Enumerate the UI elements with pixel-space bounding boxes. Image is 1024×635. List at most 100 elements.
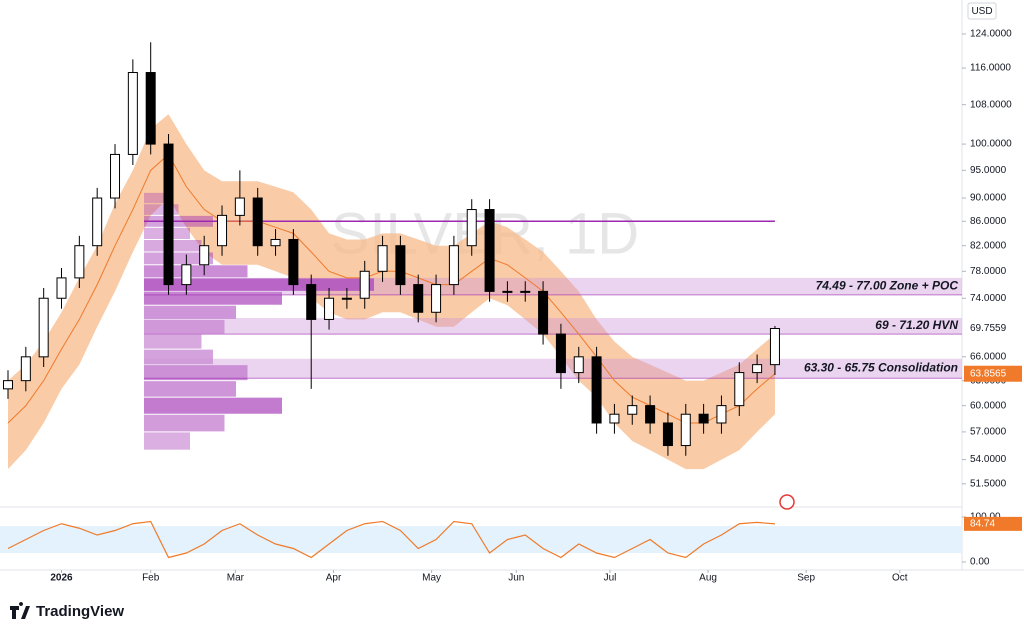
volume-profile-bar [144,334,202,349]
currency-box [967,2,997,20]
indicator-label: 63.8565 [970,368,1007,379]
y-tick-label: 108.0000 [970,99,1012,110]
candle-body [163,143,174,286]
candle-body [413,284,424,313]
candle-body [56,277,67,299]
candle-body [181,264,192,286]
candle-body [234,197,245,216]
volume-profile-bar [144,252,213,265]
candle-body [74,245,85,279]
volume-profile-bar [144,397,282,414]
y-tick-label: 116.0000 [970,63,1011,74]
zone-label: 74.49 - 77.00 Zone + POC [816,279,959,293]
zone-label: 63.30 - 65.75 Consolidation [804,361,958,375]
candle-body [520,290,531,293]
candle-body [448,245,459,286]
x-tick-label: Mar [227,573,245,584]
candle-body [466,209,477,247]
candle-body [145,72,156,145]
candle-body [662,422,673,447]
candle-body [591,356,602,424]
x-tick-label: Sep [797,573,815,584]
brand-logo: TradingView [10,602,124,620]
candle-body [324,297,335,320]
oscillator-tag [964,516,1022,531]
y-tick-label: 74.0000 [970,293,1007,304]
candle-body [341,297,352,300]
zone-label: 69 - 71.20 HVN [875,318,958,332]
y-tick-label: 60.0000 [970,400,1007,411]
oscillator-line [7,520,776,559]
band-midline [7,153,776,424]
y-tick-label: 54.0000 [970,454,1007,465]
x-tick-label: Jul [604,573,617,584]
y-tick-label: 51.5000 [970,478,1007,489]
candle-body [698,413,709,424]
volume-profile-bar [144,381,236,397]
candle-body [752,364,763,374]
candle-body [217,214,228,247]
candle-body [38,297,49,358]
candle-body [288,238,299,286]
y-tick-label: 100.0000 [970,139,1012,150]
x-tick-label: Aug [699,573,717,584]
candle-body [110,153,121,199]
candle-body [555,333,566,374]
candle-body [3,380,13,390]
candle-body [127,72,138,155]
candle-body [484,209,495,292]
volume-profile-bar [144,265,248,278]
volume-profile-bar [144,192,167,204]
candle-body [252,197,263,247]
candle-body [199,245,210,266]
currency: USD [971,6,992,17]
x-tick-label: 2026 [50,573,73,584]
candle-body [573,356,584,374]
volume-profile-bar [144,204,179,215]
candle-body [306,284,317,320]
x-tick-label: Oct [892,573,908,584]
candle-body [20,356,31,382]
x-tick-label: May [422,573,441,584]
candle-body [395,245,406,286]
last-price-tag [964,320,1022,337]
zone [144,317,962,335]
candle-body [538,290,549,335]
volume-profile-bar [144,365,248,381]
y-tick-label: 124.0000 [970,29,1012,40]
zone [144,277,962,295]
y-tick-label: 90.0000 [970,193,1007,204]
candle-body [769,327,780,366]
x-tick-label: Apr [326,573,342,584]
candle-body [359,270,370,299]
y-tick-label: 86.0000 [970,216,1007,227]
x-tick-label: Jun [508,573,524,584]
y-tick-label: 66.0000 [970,351,1007,362]
candle-body [645,405,656,424]
volume-profile-bar [144,305,236,319]
volume-profile-bar [144,414,225,432]
candle-body [270,238,281,247]
volume-profile-bar [144,432,190,450]
candle-body [431,284,442,313]
candle-body [92,197,103,247]
brand-name: TradingView [36,603,124,620]
logo-mark [10,602,30,619]
indicator-tag [964,365,1022,382]
osc-tick-label: 0.00 [970,557,990,568]
volume-profile-bar [144,319,225,334]
volume-profile-bar [144,278,374,291]
x-tick-label: Feb [142,573,160,584]
candle-body [502,290,513,293]
event-flag[interactable] [779,494,795,510]
y-tick-label: 78.0000 [970,266,1007,277]
y-tick-label: 57.0000 [970,427,1007,438]
candle-body [609,413,620,424]
candle-body [627,405,638,415]
y-tick-label: 95.0000 [970,165,1007,176]
candle-body [680,413,691,447]
candle-body [716,405,727,424]
last-price-label: 69.7559 [970,323,1007,334]
candle-body [377,245,388,272]
